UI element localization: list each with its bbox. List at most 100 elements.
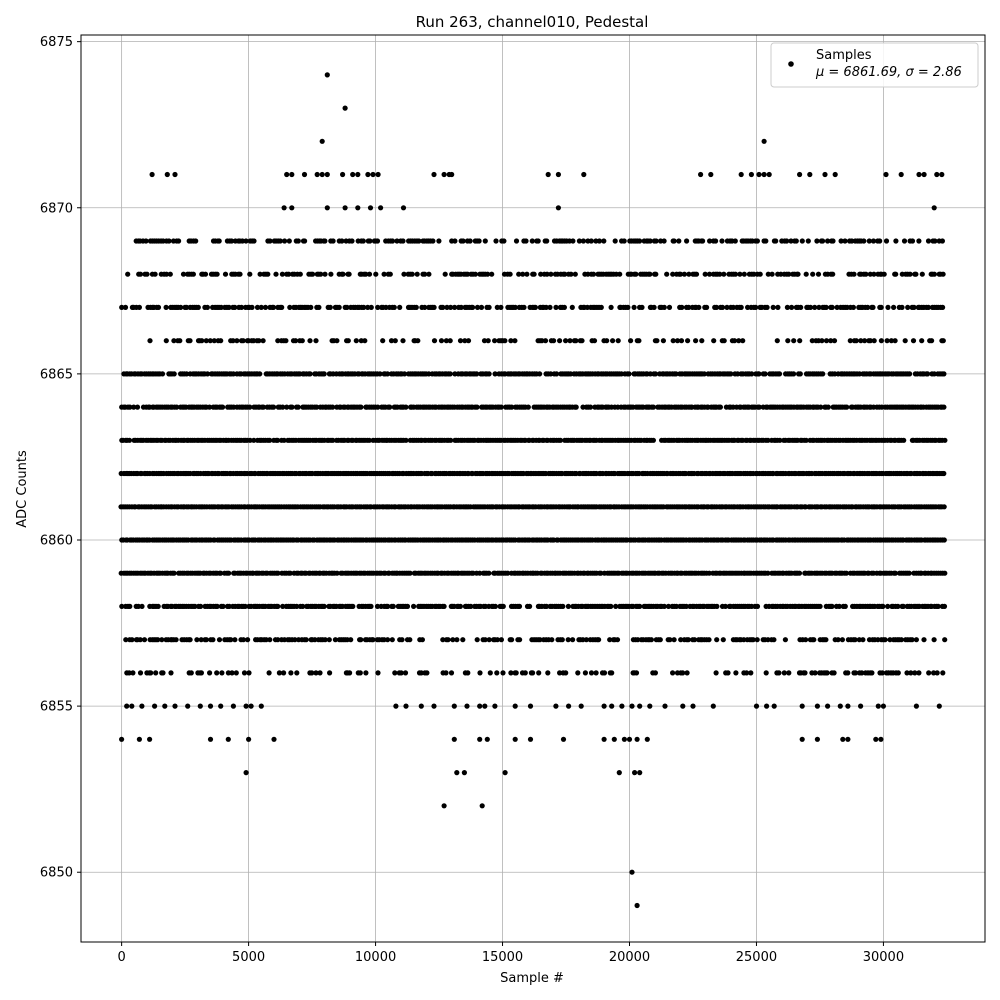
data-point (294, 603, 300, 610)
data-point (350, 603, 356, 610)
data-point (321, 371, 327, 377)
data-point (661, 238, 667, 244)
data-point (192, 603, 198, 610)
data-point (910, 338, 917, 344)
data-point (926, 670, 932, 676)
data-point (873, 736, 879, 742)
data-point (358, 404, 364, 410)
data-point (451, 703, 457, 709)
data-point (220, 603, 226, 610)
data-point (798, 304, 804, 310)
y-tick-label: 6865 (40, 367, 73, 382)
data-point (913, 637, 920, 643)
data-point (861, 238, 867, 244)
data-point (651, 304, 657, 310)
data-point (877, 238, 883, 244)
data-point (782, 637, 789, 643)
data-point (773, 238, 779, 244)
data-point (852, 637, 858, 643)
data-point (124, 703, 130, 709)
data-point (367, 205, 374, 211)
data-point (941, 404, 947, 410)
data-point (380, 338, 386, 344)
data-point (667, 637, 673, 643)
data-point (601, 736, 607, 742)
data-point (829, 603, 835, 610)
data-point (856, 637, 862, 643)
data-point (706, 570, 712, 576)
data-point (684, 670, 690, 676)
data-point (579, 338, 585, 344)
data-point (465, 338, 472, 344)
data-point (218, 570, 224, 576)
data-point (598, 570, 604, 576)
data-point (171, 570, 177, 576)
data-point (837, 703, 843, 709)
data-point (527, 703, 534, 709)
data-point (310, 271, 316, 277)
data-point (901, 437, 907, 443)
data-point (570, 637, 576, 643)
data-point (802, 670, 808, 676)
data-point (527, 603, 533, 610)
data-point (912, 670, 918, 676)
y-tick-label: 6870 (40, 201, 73, 216)
data-point (776, 670, 782, 676)
data-point (517, 637, 523, 643)
data-point (442, 271, 448, 277)
data-point (632, 770, 638, 776)
data-point (853, 338, 859, 344)
data-point (940, 271, 946, 277)
data-point (714, 637, 720, 643)
data-point (451, 736, 457, 742)
data-point (527, 736, 534, 742)
data-point (598, 304, 604, 310)
data-point (814, 703, 821, 709)
data-point (449, 171, 455, 178)
data-point (144, 271, 150, 277)
data-point (172, 171, 178, 178)
data-point (823, 304, 829, 310)
data-point (637, 603, 643, 610)
data-point (748, 670, 754, 676)
data-point (898, 637, 905, 643)
data-point (489, 271, 495, 277)
x-tick-label: 20000 (609, 950, 650, 965)
data-point (765, 570, 771, 576)
data-point (289, 171, 295, 178)
data-point (845, 670, 851, 676)
data-point (814, 736, 821, 742)
data-point (696, 304, 702, 310)
data-point (164, 171, 170, 178)
data-point (835, 637, 841, 643)
data-point (754, 637, 760, 643)
data-point (925, 238, 932, 244)
data-point (657, 637, 663, 643)
data-point (127, 603, 133, 610)
data-point (593, 670, 599, 676)
data-point (447, 338, 453, 344)
data-point (237, 271, 243, 277)
data-point (136, 736, 142, 742)
data-point (551, 338, 557, 344)
data-point (892, 338, 898, 344)
data-point (249, 304, 255, 310)
data-point (845, 703, 851, 709)
data-point (679, 304, 685, 310)
data-point (852, 670, 859, 676)
data-point (637, 703, 643, 709)
data-point (942, 637, 948, 643)
data-point (222, 271, 229, 277)
data-point (572, 271, 578, 277)
data-point (484, 736, 490, 742)
data-point (637, 770, 643, 776)
x-tick-label: 0 (117, 950, 125, 965)
data-point (588, 670, 595, 676)
data-point (814, 238, 820, 244)
data-point (901, 238, 908, 244)
data-point (347, 670, 353, 676)
data-point (309, 670, 315, 676)
data-point (836, 603, 842, 610)
data-point (509, 637, 515, 643)
data-point (147, 338, 153, 344)
